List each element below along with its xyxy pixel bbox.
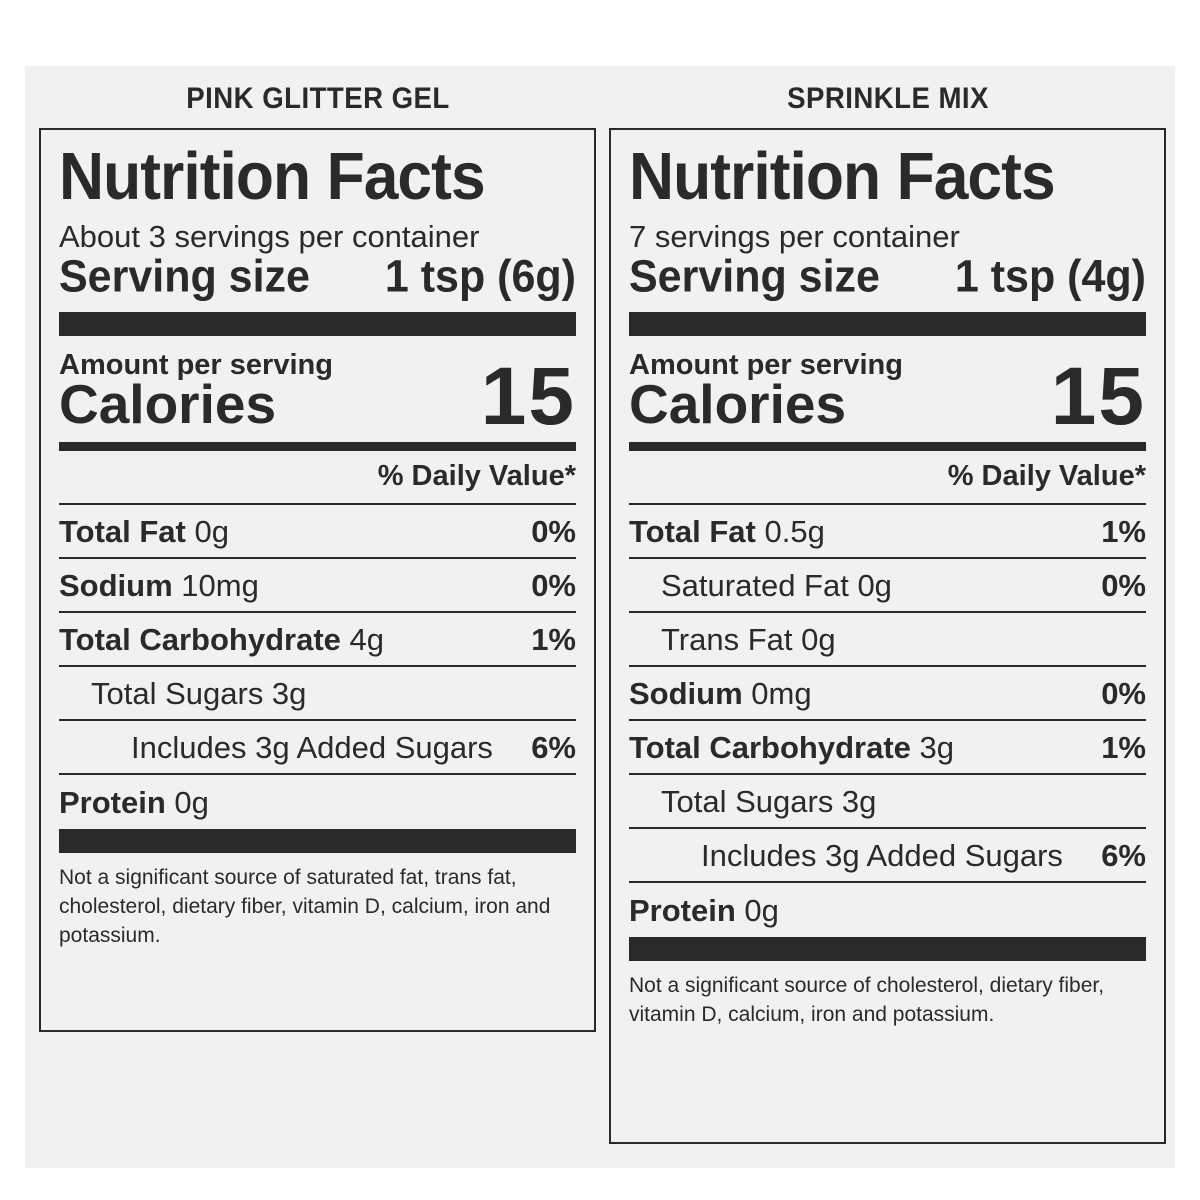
nutrient-name: Protein	[59, 784, 166, 820]
nutrient-amount: 3g	[919, 729, 955, 765]
calories-row: Calories 15	[629, 356, 1146, 438]
nutrient-percent: 0%	[531, 513, 576, 549]
nutrient-row-total-sugars: Total Sugars 3g	[59, 667, 576, 721]
calories-value: 15	[480, 351, 576, 442]
nutrient-row-total-fat: Total Fat 0g 0%	[59, 505, 576, 559]
nutrient-row-sodium: Sodium 10mg 0%	[59, 559, 576, 613]
nutrient-row-added-sugars: Includes 3g Added Sugars 6%	[629, 829, 1146, 883]
serving-size-label: Serving size	[59, 251, 310, 303]
nutrient-row-trans-fat: Trans Fat 0g	[629, 613, 1146, 667]
footnote: Not a significant source of saturated fa…	[59, 866, 551, 947]
nutrient-percent: 1%	[1101, 513, 1146, 549]
nutrient-row-protein: Protein 0g	[629, 883, 1146, 937]
nutrient-percent: 1%	[1101, 729, 1146, 765]
nutrition-facts-panel-pink-glitter-gel: Nutrition Facts About 3 servings per con…	[39, 128, 596, 1032]
nutrient-label: Includes 3g Added Sugars	[701, 837, 1063, 873]
nutrient-name: Total Fat	[629, 513, 756, 549]
nutrient-percent: 1%	[531, 621, 576, 657]
nutrient-amount: 0.5g	[764, 513, 825, 549]
nutrient-name: Protein	[629, 892, 736, 928]
nutrient-name: Total Fat	[59, 513, 186, 549]
daily-value-header: % Daily Value*	[629, 451, 1146, 505]
nutrition-facts-title: Nutrition Facts	[59, 139, 486, 214]
calories-label: Calories	[629, 373, 847, 435]
nutrient-amount: 0g	[194, 513, 229, 549]
nutrient-amount: 10mg	[181, 567, 259, 603]
nutrient-percent: 6%	[531, 729, 576, 765]
medium-divider	[59, 442, 576, 451]
daily-value-header: % Daily Value*	[59, 451, 576, 505]
medium-divider	[629, 442, 1146, 451]
nutrient-row-total-sugars: Total Sugars 3g	[629, 775, 1146, 829]
calories-value: 15	[1050, 351, 1146, 442]
nutrient-percent: 0%	[1101, 567, 1146, 603]
servings-per-container: About 3 servings per container	[59, 219, 480, 254]
serving-size-row: Serving size 1 tsp (4g)	[629, 253, 1146, 301]
nutrient-label: Total Sugars 3g	[661, 783, 877, 819]
thick-divider	[59, 312, 576, 336]
nutrient-label: Includes 3g Added Sugars	[131, 729, 493, 765]
footnote: Not a significant source of cholesterol,…	[629, 974, 1105, 1026]
calories-row: Calories 15	[59, 356, 576, 438]
nutrition-facts-title: Nutrition Facts	[629, 139, 1056, 214]
calories-label: Calories	[59, 373, 277, 435]
servings-per-container: 7 servings per container	[629, 219, 960, 254]
serving-size-value: 1 tsp (6g)	[384, 251, 576, 303]
nutrient-row-total-carbohydrate: Total Carbohydrate 4g 1%	[59, 613, 576, 667]
nutrient-label: Trans Fat 0g	[661, 621, 836, 657]
nutrient-name: Sodium	[629, 675, 743, 711]
nutrient-name: Sodium	[59, 567, 173, 603]
serving-size-label: Serving size	[629, 251, 880, 303]
nutrient-row-total-fat: Total Fat 0.5g 1%	[629, 505, 1146, 559]
nutrient-percent: 0%	[1101, 675, 1146, 711]
nutrient-percent: 0%	[531, 567, 576, 603]
nutrient-row-sodium: Sodium 0mg 0%	[629, 667, 1146, 721]
nutrient-name: Total Carbohydrate	[59, 621, 341, 657]
thick-divider	[629, 312, 1146, 336]
thick-divider	[59, 829, 576, 853]
thick-divider	[629, 937, 1146, 961]
serving-size-row: Serving size 1 tsp (6g)	[59, 253, 576, 301]
serving-size-value: 1 tsp (4g)	[954, 251, 1146, 303]
nutrient-label: Saturated Fat 0g	[661, 567, 892, 603]
nutrient-row-protein: Protein 0g	[59, 775, 576, 829]
nutrient-row-total-carbohydrate: Total Carbohydrate 3g 1%	[629, 721, 1146, 775]
product-name-pink-glitter-gel: PINK GLITTER GEL	[186, 82, 450, 115]
nutrient-amount: 0g	[174, 784, 209, 820]
nutrient-row-added-sugars: Includes 3g Added Sugars 6%	[59, 721, 576, 775]
nutrient-percent: 6%	[1101, 837, 1146, 873]
nutrient-name: Total Carbohydrate	[629, 729, 911, 765]
nutrition-facts-panel-sprinkle-mix: Nutrition Facts 7 servings per container…	[609, 128, 1166, 1144]
nutrient-amount: 0g	[744, 892, 779, 928]
nutrient-amount: 0mg	[751, 675, 812, 711]
product-name-sprinkle-mix: SPRINKLE MIX	[787, 82, 989, 115]
nutrient-amount: 4g	[349, 621, 385, 657]
nutrient-label: Total Sugars 3g	[91, 675, 307, 711]
amount-per-serving-label: Amount per serving	[629, 349, 903, 381]
amount-per-serving-label: Amount per serving	[59, 349, 333, 381]
nutrient-row-saturated-fat: Saturated Fat 0g 0%	[629, 559, 1146, 613]
